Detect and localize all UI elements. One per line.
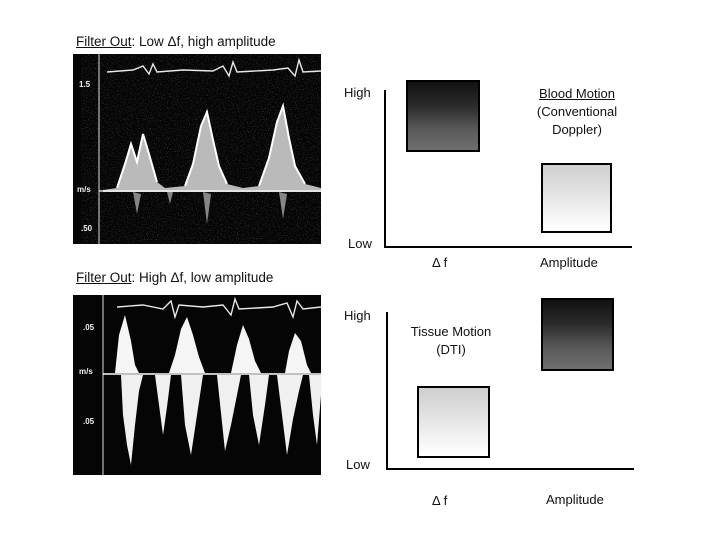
top-doppler-waveform — [73, 54, 321, 244]
bottom-diagram-y-axis — [386, 312, 388, 470]
top-caption-line3: Doppler) — [552, 122, 602, 137]
top-diagram-y-axis — [384, 90, 386, 248]
top-diagram-x-right-label: Amplitude — [540, 255, 598, 270]
bottom-caption-tissue-motion: Tissue Motion — [410, 324, 492, 339]
top-title-filter-out: Filter Out — [76, 34, 132, 49]
top-diagram-x-axis — [384, 246, 632, 248]
bottom-caption-dti: (DTI) — [436, 342, 466, 357]
top-tick-lower: .50 — [81, 224, 93, 233]
top-diagram-y-low: Low — [348, 236, 372, 251]
top-panel-title: Filter Out: Low Δf, high amplitude — [76, 34, 276, 49]
top-diagram-y-high: High — [344, 85, 371, 100]
top-caption-blood-motion: Blood Motion — [539, 86, 615, 101]
bottom-diagram-caption: Tissue Motion (DTI) — [398, 323, 504, 359]
bottom-title-description: : High Δf, low amplitude — [131, 270, 274, 285]
bottom-diagram-x-right-label: Amplitude — [546, 492, 604, 507]
bottom-tick-lower: .05 — [83, 417, 95, 426]
top-tick-upper: 1.5 — [79, 80, 91, 89]
bottom-diagram-x-axis — [386, 468, 634, 470]
bottom-tick-units: m/s — [79, 367, 93, 376]
bottom-title-filter-out: Filter Out — [76, 270, 132, 285]
bottom-diagram-x-left-label: Δ f — [432, 493, 448, 508]
bottom-diagram-y-low: Low — [346, 457, 370, 472]
top-spectral-doppler-image: 1.5 m/s .50 — [73, 54, 321, 244]
top-diagram-x-left-label: Δ f — [432, 255, 448, 270]
bottom-panel-title: Filter Out: High Δf, low amplitude — [76, 270, 273, 285]
top-amplitude-low-box — [541, 163, 612, 233]
bottom-tissue-doppler-image: .05 m/s .05 — [73, 295, 321, 475]
top-tick-units: m/s — [77, 185, 91, 194]
top-caption-line2: (Conventional — [536, 104, 618, 119]
top-title-description: : Low Δf, high amplitude — [131, 34, 276, 49]
bottom-tick-upper: .05 — [83, 323, 95, 332]
bottom-delta-f-low-box — [417, 386, 490, 458]
bottom-amplitude-high-box — [541, 298, 614, 371]
bottom-doppler-waveform — [73, 295, 321, 475]
top-diagram-caption: Blood Motion (Conventional Doppler) — [527, 85, 627, 139]
bottom-diagram-y-high: High — [344, 308, 371, 323]
top-delta-f-high-box — [406, 80, 480, 152]
